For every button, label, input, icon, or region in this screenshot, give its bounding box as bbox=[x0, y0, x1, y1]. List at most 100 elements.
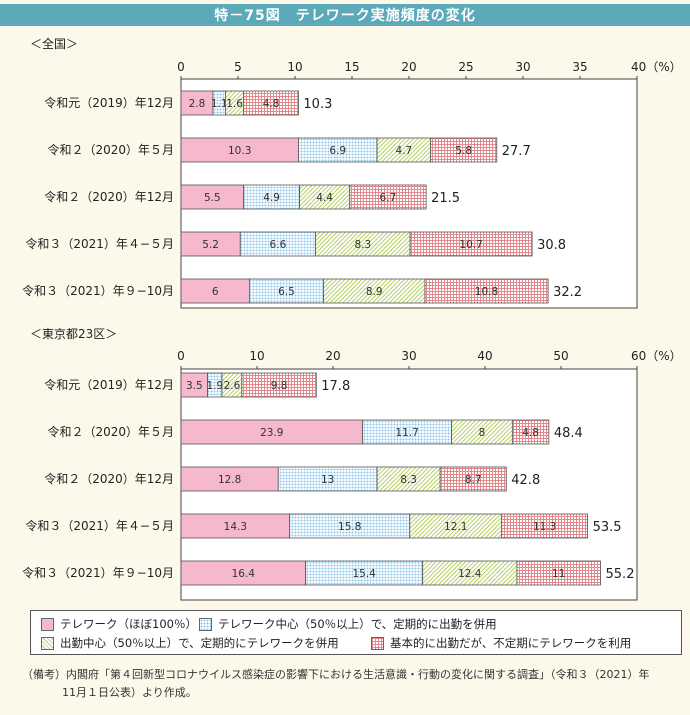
legend-item-2: テレワーク中心（50％以上）で、定期的に出勤を併用 bbox=[199, 616, 497, 632]
x-tick-label: 5 bbox=[234, 60, 242, 74]
bar-segment-s4 bbox=[409, 231, 533, 257]
bar-segment-s4 bbox=[511, 419, 550, 445]
legend-swatch-4 bbox=[371, 636, 384, 650]
bar-value-label: 8.3 bbox=[400, 474, 417, 486]
bar-segment-s4 bbox=[516, 560, 601, 586]
bar-value-label: 11.7 bbox=[395, 427, 418, 439]
bar-total-label: 55.2 bbox=[606, 567, 635, 582]
bar-value-label: 6.5 bbox=[278, 286, 295, 298]
bar-value-label: 15.4 bbox=[352, 568, 376, 580]
chart-canvas: ＜全国＞ 0 5 10 15 20 25 30 35 40（%） 令和元（2019）年12月 2.8 1… bbox=[22, 36, 682, 601]
bar-total-label: 21.5 bbox=[431, 191, 460, 206]
bar-segment-s2 bbox=[239, 231, 316, 257]
x-tick-label: 10 bbox=[249, 349, 264, 363]
bar-total-label: 42.8 bbox=[511, 473, 540, 488]
bar-segment-s4 bbox=[439, 466, 507, 492]
bar-segment-s4 bbox=[501, 513, 588, 539]
legend-label-4: 基本的に出勤だが、不定期にテレワークを利用 bbox=[390, 636, 632, 650]
bar-total-label: 17.8 bbox=[321, 379, 350, 394]
bar-value-label: 3.5 bbox=[186, 380, 203, 392]
bar-total-label: 10.3 bbox=[303, 97, 332, 112]
bar-segment-s1 bbox=[180, 231, 241, 257]
x-tick-label: 0 bbox=[177, 60, 185, 74]
x-tick-label: 35 bbox=[572, 60, 587, 74]
legend-label-1: テレワーク（ほぼ100％） bbox=[60, 617, 197, 631]
category-label: 令和３（2021）年４−５月 bbox=[25, 518, 174, 533]
x-tick-label: 25 bbox=[458, 60, 473, 74]
bar-value-label: 4.7 bbox=[396, 145, 413, 157]
category-label: 令和元（2019）年12月 bbox=[44, 95, 174, 110]
category-label: 令和元（2019）年12月 bbox=[44, 377, 174, 392]
bar-value-label: 23.9 bbox=[260, 427, 283, 439]
bar-value-label: 8.3 bbox=[354, 239, 371, 251]
bar-value-label: 8.7 bbox=[465, 474, 482, 486]
bar-total-label: 48.4 bbox=[554, 426, 583, 441]
bar-total-label: 30.8 bbox=[537, 238, 566, 253]
x-tick-label: 20 bbox=[325, 349, 340, 363]
category-label: 令和２（2020）年５月 bbox=[47, 142, 174, 157]
bar-value-label: 5.8 bbox=[455, 145, 472, 157]
bar-segment-s4 bbox=[430, 137, 498, 163]
legend: テレワーク（ほぼ100％） テレワーク中心（50％以上）で、定期的に出勤を併用 … bbox=[30, 610, 682, 655]
bar-segment-s2 bbox=[243, 184, 300, 210]
bar-value-label: 6 bbox=[212, 286, 219, 298]
legend-swatch-3 bbox=[41, 636, 54, 650]
legend-item-3: 出勤中心（50％以上）で、定期的にテレワークを併用 bbox=[41, 635, 339, 651]
bar-value-label: 10.3 bbox=[228, 145, 251, 157]
legend-item-1: テレワーク（ほぼ100％） bbox=[41, 616, 197, 632]
bar-value-label: 12.8 bbox=[218, 474, 241, 486]
category-label: 令和３（2021）年９−10月 bbox=[22, 565, 174, 580]
bar-value-label: 10.8 bbox=[475, 286, 498, 298]
legend-swatch-2 bbox=[199, 617, 212, 631]
bar-segment-s2 bbox=[298, 137, 378, 163]
bar-segment-s4 bbox=[424, 278, 549, 304]
x-tick-label: 40（%） bbox=[631, 60, 682, 74]
bar-value-label: 12.1 bbox=[444, 521, 467, 533]
legend-label-3: 出勤中心（50％以上）で、定期的にテレワークを併用 bbox=[60, 636, 339, 650]
bar-value-label: 6.6 bbox=[270, 239, 287, 251]
bar-value-label: 4.8 bbox=[522, 427, 539, 439]
legend-swatch-1 bbox=[41, 617, 54, 631]
bar-segment-s2 bbox=[277, 466, 378, 492]
bar-value-label: 10.7 bbox=[459, 239, 482, 251]
bar-value-label: 11 bbox=[552, 568, 565, 580]
bar-total-label: 27.7 bbox=[502, 144, 531, 159]
x-tick-label: 30 bbox=[515, 60, 530, 74]
bar-value-label: 14.3 bbox=[224, 521, 247, 533]
source-note-line-2: 11月１日公表）より作成。 bbox=[62, 686, 197, 699]
bar-segment-s4 bbox=[349, 184, 427, 210]
x-tick-label: 30 bbox=[401, 349, 416, 363]
bar-value-label: 15.8 bbox=[338, 521, 361, 533]
bar-segment-s1 bbox=[180, 278, 250, 304]
bar-value-label: 11.3 bbox=[533, 521, 556, 533]
bar-value-label: 1.6 bbox=[226, 98, 243, 110]
chart-title: 特－75図 テレワーク実施頻度の変化 bbox=[0, 4, 690, 26]
x-tick-label: 15 bbox=[344, 60, 359, 74]
bar-value-label: 12.4 bbox=[458, 568, 482, 580]
chart-panel-2: ＜東京都23区＞ 0 10 20 30 40 50 60（%） 令和元（2019）年12月 3.5… bbox=[22, 327, 682, 601]
bar-value-label: 6.9 bbox=[329, 145, 346, 157]
legend-item-4: 基本的に出勤だが、不定期にテレワークを利用 bbox=[371, 635, 631, 651]
source-note: （備考）内閣府「第４回新型コロナウイルス感染症の影響下における生活意識・行動の変… bbox=[22, 666, 672, 702]
category-label: 令和２（2020）年５月 bbox=[47, 424, 174, 439]
x-tick-label: 20 bbox=[401, 60, 416, 74]
bar-value-label: 16.4 bbox=[232, 568, 256, 580]
category-label: 令和２（2020）年12月 bbox=[44, 189, 174, 204]
chart-panel-1: ＜全国＞ 0 5 10 15 20 25 30 35 40（%） 令和元（2019）年12月 2.8 1… bbox=[22, 36, 682, 309]
bar-value-label: 2.8 bbox=[189, 98, 206, 110]
bar-value-label: 5.5 bbox=[204, 192, 221, 204]
bar-segment-s3 bbox=[376, 466, 441, 492]
bar-value-label: 1.9 bbox=[206, 380, 223, 392]
bar-total-label: 32.2 bbox=[553, 285, 582, 300]
bar-value-label: 4.8 bbox=[263, 98, 280, 110]
bar-segment-s1 bbox=[180, 419, 364, 445]
bar-segment-s2 bbox=[362, 419, 452, 445]
bar-total-label: 53.5 bbox=[593, 520, 622, 535]
bar-value-label: 9.8 bbox=[271, 380, 288, 392]
bar-value-label: 13 bbox=[321, 474, 334, 486]
bar-segment-s4 bbox=[241, 372, 317, 398]
bar-value-label: 1.1 bbox=[211, 98, 228, 110]
bar-value-label: 5.2 bbox=[202, 239, 219, 251]
bar-value-label: 4.4 bbox=[316, 192, 333, 204]
x-tick-label: 50 bbox=[553, 349, 568, 363]
